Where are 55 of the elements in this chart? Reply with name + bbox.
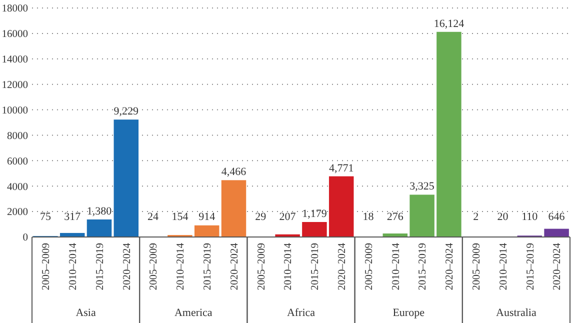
y-tick-label: 10000 <box>2 105 28 116</box>
x-tick-label: 2010–2014 <box>176 242 187 290</box>
x-tick-label: 2015–2019 <box>202 243 214 290</box>
data-label: 9,229 <box>114 106 140 118</box>
y-tick-label: 2000 <box>7 207 28 218</box>
x-tick-label: 2020–2024 <box>337 242 348 290</box>
text: Africa <box>286 307 316 319</box>
x-tick-label: 2015–2019 <box>525 243 536 290</box>
x-tick-label: 2015–2019 <box>418 243 429 290</box>
data-label: 1,380 <box>86 205 112 218</box>
x-tick-label: 2020–2024 <box>229 242 240 290</box>
x-tick-label: 2010–2014 <box>498 242 510 290</box>
x-tick-label: 2020–2024 <box>552 242 564 290</box>
y-tick-label: 14000 <box>2 54 28 66</box>
x-tick-label: 2015–2019 <box>94 243 106 290</box>
x-tick-label: 2005–2009 <box>148 243 160 290</box>
x-tick-label: 2005–2009 <box>472 243 483 290</box>
data-label: 20 <box>497 211 509 223</box>
data-label: 207 <box>279 211 296 223</box>
x-tick-label: 2005–2009 <box>256 243 268 290</box>
y-tick-label: 4000 <box>7 182 28 193</box>
x-tick-label: 2015–2019 <box>310 243 322 290</box>
data-label: 4,466 <box>221 166 247 178</box>
x-tick-label: 2005–2009 <box>41 243 52 290</box>
data-label: 914 <box>198 211 216 223</box>
text: America <box>174 307 212 319</box>
data-label: 24 <box>148 211 160 223</box>
data-label: 154 <box>172 211 189 223</box>
text: Europe <box>392 307 425 319</box>
x-tick-label: 2010–2014 <box>283 242 294 290</box>
data-label: 2 <box>473 211 479 223</box>
data-label: 18 <box>362 211 374 223</box>
x-tick-label: 2010–2014 <box>390 242 402 290</box>
data-label: 16,124 <box>434 18 465 30</box>
x-tick-label: 2020–2024 <box>122 242 133 290</box>
y-tick-label: 6000 <box>7 156 28 168</box>
data-label: 646 <box>548 211 566 223</box>
y-tick-label: 16000 <box>2 29 28 40</box>
data-label: 75 <box>40 211 52 223</box>
data-label: 4,771 <box>328 162 354 174</box>
x-tick-label: 2020–2024 <box>444 242 456 290</box>
y-tick-label: 0 <box>22 232 28 244</box>
x-tick-label: 2010–2014 <box>68 242 80 290</box>
data-label: 29 <box>255 211 267 223</box>
y-tick-label: 18000 <box>2 4 28 15</box>
data-label: 1,179 <box>302 208 328 220</box>
y-tick-label: 12000 <box>2 80 28 92</box>
data-label: 3,325 <box>410 180 435 193</box>
text: Asia <box>76 307 96 319</box>
y-tick-label: 8000 <box>7 130 28 142</box>
x-tick-label: 2005–2009 <box>364 243 375 290</box>
text: Australia <box>496 307 536 319</box>
data-label: 276 <box>386 211 404 223</box>
data-label: 110 <box>522 211 538 223</box>
data-label: 317 <box>64 211 82 223</box>
